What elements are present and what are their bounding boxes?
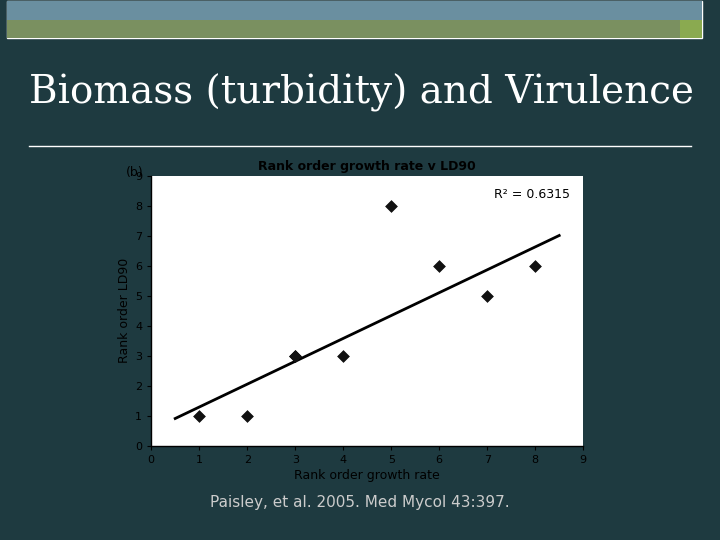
Y-axis label: Rank order LD90: Rank order LD90 — [118, 258, 131, 363]
Point — [338, 351, 349, 360]
Bar — [7, 20, 680, 38]
Point — [241, 411, 253, 420]
Point — [194, 411, 205, 420]
Title: Rank order growth rate v LD90: Rank order growth rate v LD90 — [258, 160, 476, 173]
Text: R² = 0.6315: R² = 0.6315 — [494, 188, 570, 201]
Point — [289, 351, 301, 360]
Text: Biomass (turbidity) and Virulence: Biomass (turbidity) and Virulence — [29, 73, 694, 112]
Text: Paisley, et al. 2005. Med Mycol 43:397.: Paisley, et al. 2005. Med Mycol 43:397. — [210, 495, 510, 510]
Text: (b): (b) — [126, 166, 143, 179]
Bar — [680, 20, 702, 38]
Point — [529, 261, 541, 270]
Bar — [7, 1, 680, 20]
Bar — [680, 1, 702, 20]
Point — [289, 351, 301, 360]
Point — [385, 201, 397, 210]
X-axis label: Rank order growth rate: Rank order growth rate — [294, 469, 440, 482]
Point — [482, 291, 493, 300]
Point — [433, 261, 445, 270]
